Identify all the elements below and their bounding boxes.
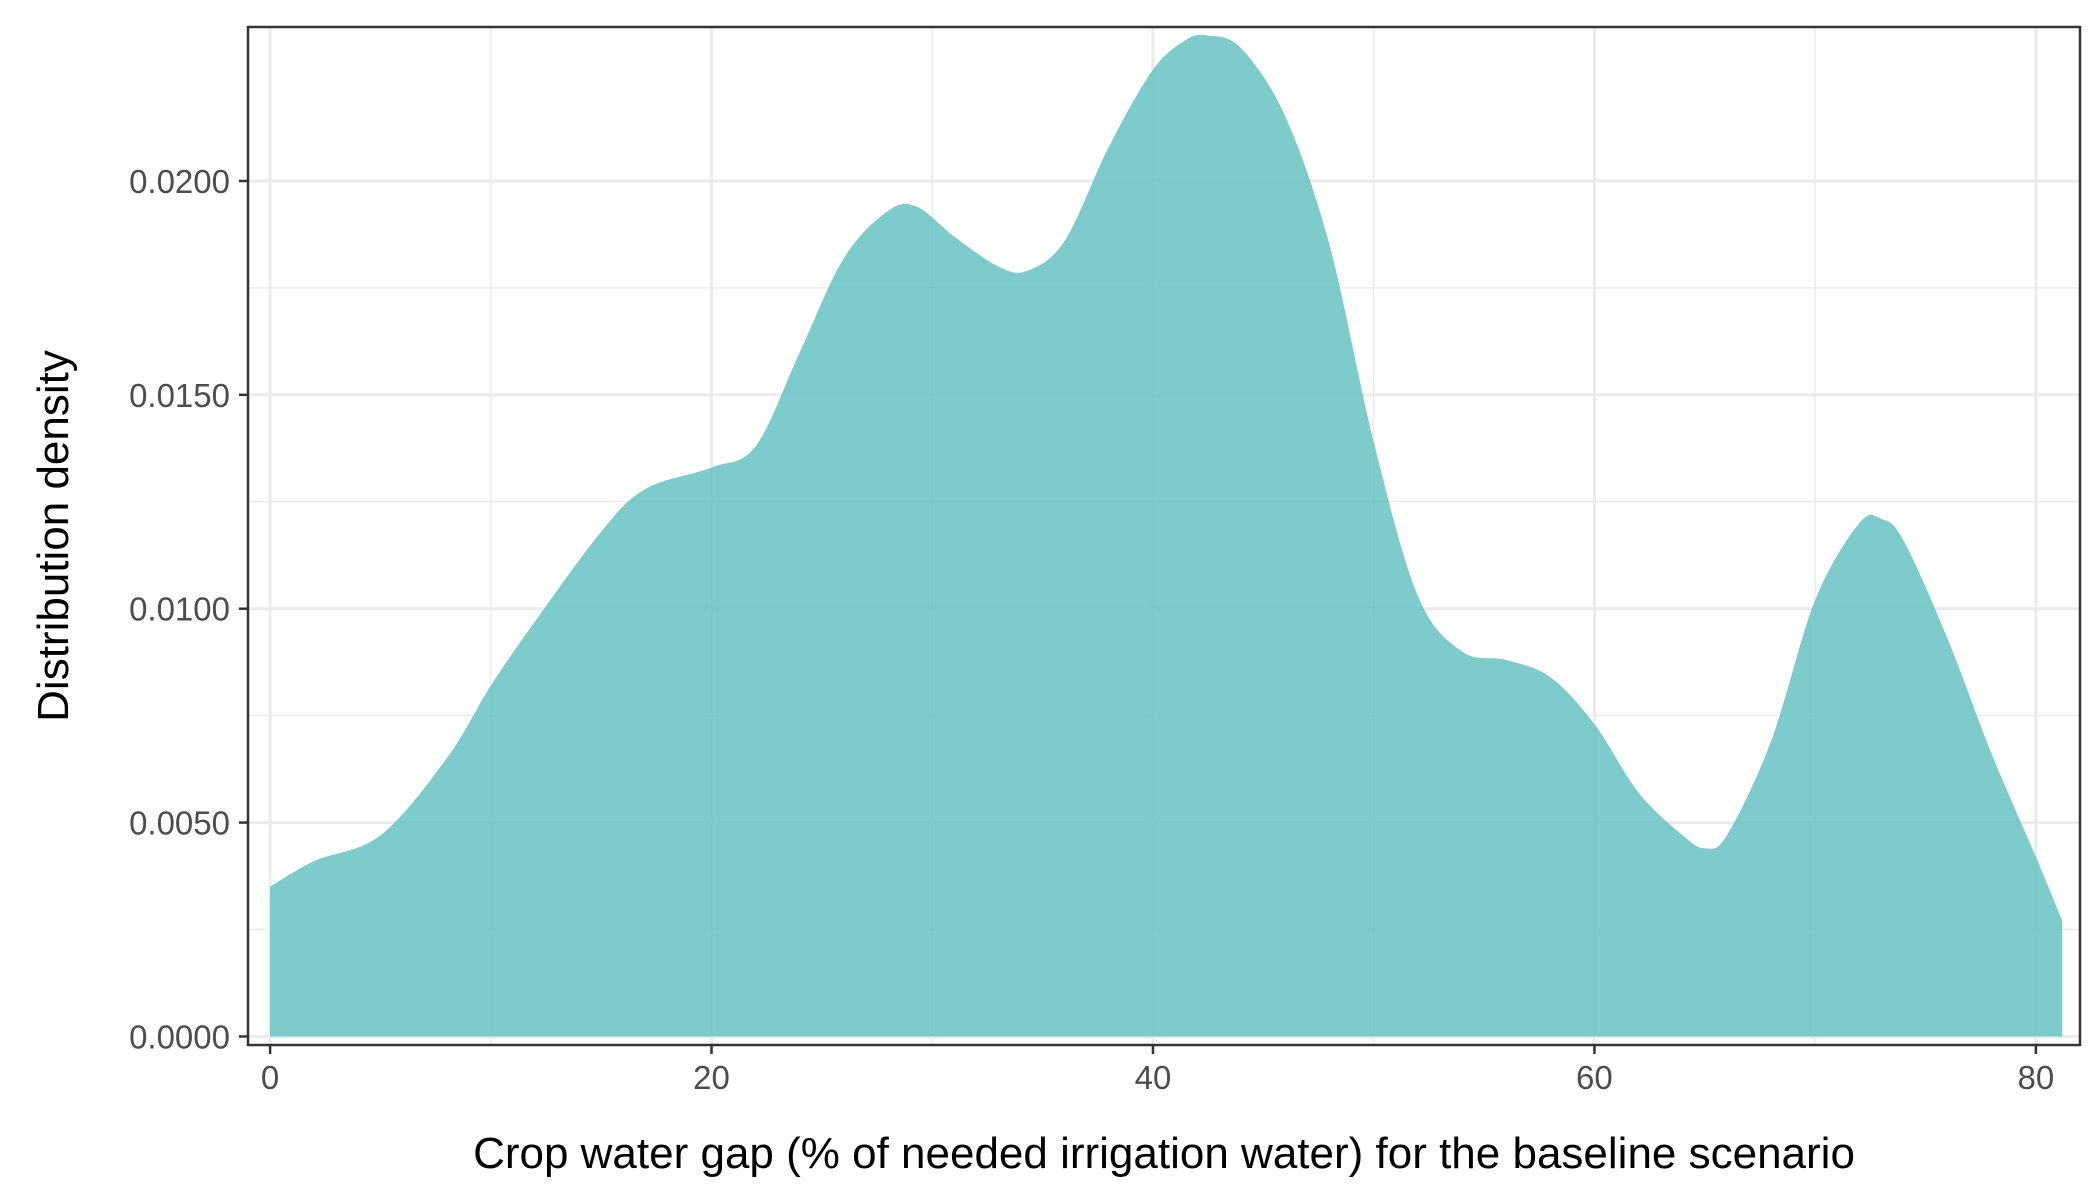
- y-axis: 0.0000 0.0050 0.0100 0.0150 0.0200: [129, 163, 248, 1055]
- panel-border: [246, 25, 2082, 1047]
- y-tick-label: 0.0050: [129, 805, 230, 842]
- x-axis-title: Crop water gap (% of needed irrigation w…: [473, 1129, 1855, 1178]
- y-tick-label: 0.0100: [129, 591, 230, 628]
- x-tick-label: 40: [1135, 1059, 1172, 1096]
- x-tick-label: 20: [693, 1059, 730, 1096]
- x-tick-label: 60: [1576, 1059, 1613, 1096]
- x-tick-label: 80: [2017, 1059, 2054, 1096]
- y-axis-title: Distribution density: [29, 350, 78, 722]
- series-layer: [270, 34, 2063, 1037]
- y-tick-label: 0.0000: [129, 1018, 230, 1055]
- density-area: [270, 34, 2063, 1037]
- x-axis: 0 20 40 60 80: [261, 1045, 2054, 1096]
- x-tick-label: 0: [261, 1059, 279, 1096]
- y-tick-label: 0.0150: [129, 377, 230, 414]
- y-tick-label: 0.0200: [129, 163, 230, 200]
